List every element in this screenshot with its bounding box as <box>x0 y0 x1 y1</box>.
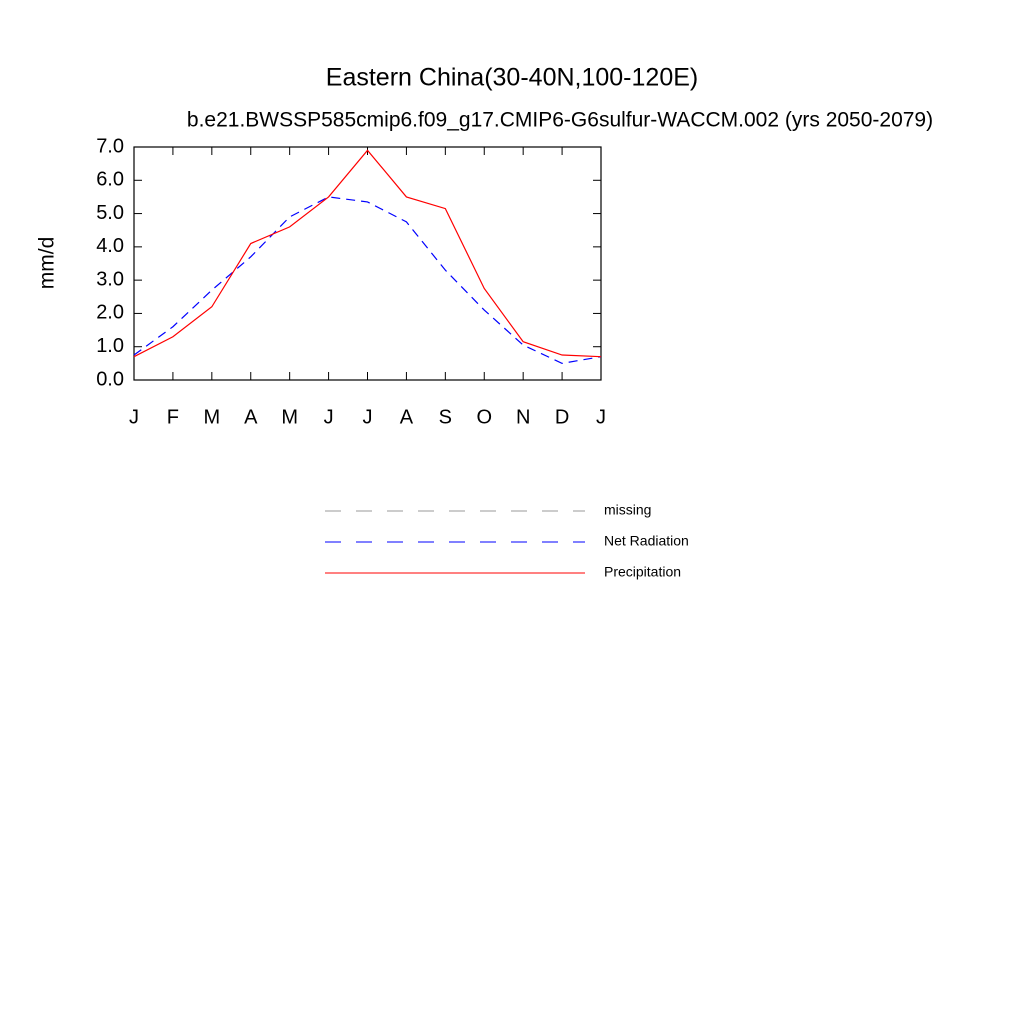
x-tick-label: J <box>363 406 373 428</box>
y-tick-label: 0.0 <box>96 368 124 390</box>
y-tick-label: 2.0 <box>96 302 124 324</box>
series-line <box>133 196 602 364</box>
x-tick-label: O <box>476 406 492 428</box>
chart-title: Eastern China(30-40N,100-120E) <box>326 64 698 92</box>
x-tick-label: M <box>203 406 220 428</box>
y-tick-label: 5.0 <box>96 202 124 224</box>
y-tick-label: 7.0 <box>96 135 124 157</box>
x-tick-label: J <box>596 406 606 428</box>
x-tick-label: M <box>281 406 298 428</box>
x-tick-label: D <box>555 406 569 428</box>
y-tick-label: 6.0 <box>96 169 124 191</box>
x-tick-label: A <box>244 406 258 428</box>
legend-label: Net Radiation <box>604 533 689 549</box>
chart-subtitle: b.e21.BWSSP585cmip6.f09_g17.CMIP6-G6sulf… <box>187 109 933 132</box>
x-tick-label: N <box>516 406 530 428</box>
legend-label: missing <box>604 502 651 518</box>
y-axis-label: mm/d <box>36 237 59 290</box>
x-tick-label: F <box>167 406 179 428</box>
y-tick-label: 3.0 <box>96 268 124 290</box>
x-tick-label: J <box>324 406 334 428</box>
y-tick-label: 1.0 <box>96 335 124 357</box>
x-tick-label: S <box>439 406 452 428</box>
series-line <box>133 149 602 358</box>
legend-label: Precipitation <box>604 564 681 580</box>
y-tick-label: 4.0 <box>96 235 124 257</box>
x-tick-label: A <box>400 406 414 428</box>
x-tick-label: J <box>129 406 139 428</box>
